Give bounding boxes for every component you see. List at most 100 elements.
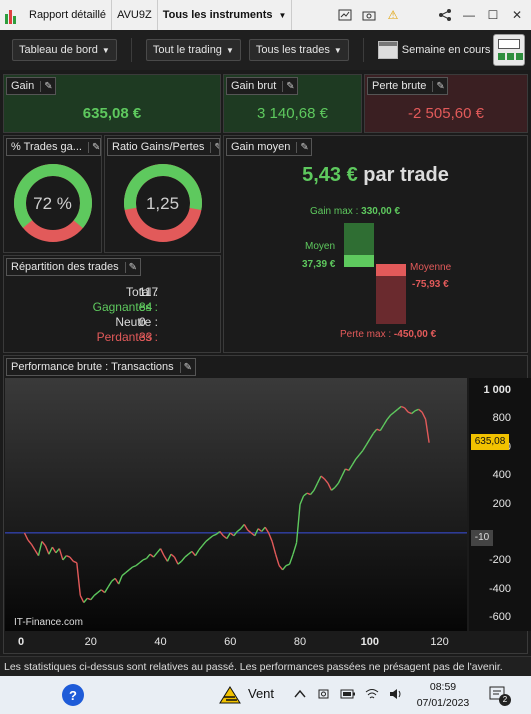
losers-value: 33 <box>139 330 153 344</box>
speaker-icon[interactable] <box>388 686 404 702</box>
ratio-value: 1,25 <box>145 194 180 213</box>
equity-segment <box>323 478 329 484</box>
equity-segment <box>303 492 308 497</box>
equity-segment <box>163 555 169 562</box>
y-axis <box>469 378 531 631</box>
equity-segment <box>285 563 290 567</box>
equity-segment <box>261 526 266 532</box>
average-gain-value: 5,43 € <box>302 164 358 186</box>
dashboard-settings-icon[interactable] <box>493 34 525 66</box>
trading-filter-dropdown[interactable]: Tout le trading ▼ <box>145 39 241 61</box>
equity-segment <box>337 475 343 484</box>
y-tick-label: 200 <box>492 497 511 510</box>
equity-segment <box>351 458 357 466</box>
equity-segment <box>254 528 259 537</box>
equity-segment <box>90 594 95 601</box>
ticker-label: AVU9Z <box>117 9 152 21</box>
equity-segment <box>250 532 256 537</box>
trades-filter-dropdown[interactable]: Tous les trades ▼ <box>248 39 349 61</box>
performance-chart-area[interactable] <box>5 378 467 631</box>
instruments-label: Tous les instruments <box>162 9 273 21</box>
screenshot-icon[interactable] <box>361 7 377 23</box>
clock-date: 07/01/2023 <box>416 697 470 709</box>
wrench-icon[interactable]: ✎ <box>179 361 192 373</box>
neutral-label: Neutre : <box>115 315 158 329</box>
equity-segment <box>390 411 395 416</box>
equity-segment <box>372 428 378 434</box>
equity-segment <box>201 540 207 547</box>
wind-weather-icon[interactable] <box>218 685 242 705</box>
equity-segment <box>407 411 412 415</box>
equity-segment <box>23 532 29 541</box>
wifi-icon[interactable] <box>364 686 380 702</box>
toolbar: Tableau de bord ▼ Tout le trading ▼ Tous… <box>0 30 531 70</box>
y-tick-label: 400 <box>492 469 511 482</box>
maximize-icon[interactable]: ☐ <box>487 8 499 22</box>
x-tick-label: 60 <box>224 636 237 648</box>
avg-win-label: Moyen <box>305 241 336 252</box>
gross-gain-panel: Gain brut ✎ 3 140,68 € <box>223 74 362 133</box>
chevron-up-icon[interactable] <box>292 686 308 702</box>
weather-label[interactable]: Vent <box>248 686 275 701</box>
win-rate-value: 72 % <box>33 194 72 213</box>
notifications-icon[interactable]: 2 <box>487 684 511 706</box>
help-icon[interactable]: ? <box>62 684 84 706</box>
clock[interactable]: 08:59 07/01/2023 <box>413 679 473 711</box>
avg-loss-value: -75,93 € <box>412 279 449 290</box>
ticker-field[interactable]: AVU9Z <box>112 0 158 30</box>
equity-segment <box>30 543 36 551</box>
period-selector[interactable]: Semaine en cours <box>377 41 490 59</box>
wrench-icon[interactable]: ✎ <box>87 141 100 153</box>
minimize-icon[interactable]: — <box>463 8 475 22</box>
close-icon[interactable]: ✕ <box>511 8 523 22</box>
x-tick-label: 120 <box>430 636 449 648</box>
warning-icon[interactable]: ⚠ <box>387 8 399 22</box>
zero-line-badge: -10 <box>471 530 493 546</box>
x-tick-label: 20 <box>84 636 97 648</box>
win-rate-title: % Trades ga... ✎ <box>6 138 101 156</box>
equity-segment <box>100 589 106 594</box>
equity-segment <box>97 589 102 594</box>
dashboard-dropdown[interactable]: Tableau de bord ▼ <box>12 39 117 61</box>
avg-loss-label: Moyenne <box>410 262 452 273</box>
donut-win-arc <box>124 164 202 242</box>
trades-filter-label: Tous les trades <box>255 44 330 56</box>
wrench-icon[interactable]: ✎ <box>432 80 445 92</box>
disclaimer: Les statistiques ci-dessus sont relative… <box>0 656 531 676</box>
wrench-icon[interactable]: ✎ <box>40 80 53 92</box>
max-loss-bar <box>376 276 406 324</box>
total-value: 117 <box>139 285 159 299</box>
equity-segment <box>418 408 423 413</box>
wrench-icon[interactable]: ✎ <box>124 261 137 273</box>
equity-segment <box>191 550 196 557</box>
report-tab[interactable]: Rapport détaillé <box>0 0 113 30</box>
wrench-icon[interactable]: ✎ <box>296 141 309 153</box>
trading-filter-label: Tout le trading <box>152 44 222 56</box>
equity-segment <box>386 414 392 420</box>
instruments-dropdown[interactable]: Tous les instruments ▼ <box>158 0 293 30</box>
average-gain-suffix: par trade <box>363 164 449 186</box>
equity-segment <box>153 552 158 558</box>
avg-loss-bar <box>376 264 406 276</box>
equity-segment <box>411 410 416 415</box>
equity-segment <box>55 548 60 554</box>
battery-icon[interactable] <box>340 686 356 702</box>
equity-segment <box>288 553 294 565</box>
chevron-down-icon: ▼ <box>101 45 110 55</box>
equity-segment <box>208 535 214 540</box>
y-tick-label: -600 <box>488 611 511 624</box>
equity-segment <box>48 546 54 555</box>
equity-segment <box>400 405 405 409</box>
camera-icon[interactable] <box>316 686 332 702</box>
equity-segment <box>69 556 74 562</box>
equity-segment <box>62 555 67 561</box>
equity-segment <box>226 532 231 539</box>
share-icon[interactable] <box>437 7 453 23</box>
ratio-donut <box>124 164 202 242</box>
performance-title: Performance brute : Transactions ✎ <box>6 358 196 376</box>
wrench-icon[interactable]: ✎ <box>282 80 295 92</box>
wrench-icon[interactable]: ✎ <box>210 141 219 153</box>
popout-icon[interactable] <box>337 7 353 23</box>
max-gain-value: 330,00 € <box>361 206 401 217</box>
equity-segment <box>424 419 430 443</box>
